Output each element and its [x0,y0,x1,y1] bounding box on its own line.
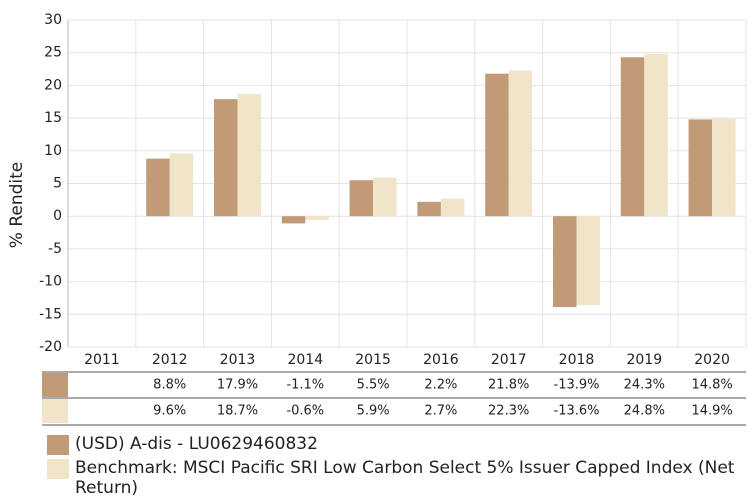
legend-label: Benchmark: MSCI Pacific SRI Low Carbon S… [75,458,735,498]
table-value: 8.8% [153,378,186,393]
y-tick-label: 15 [44,110,62,126]
bar [305,216,329,221]
table-value: 24.3% [624,378,665,393]
bar [508,70,533,217]
x-tick-label: 2013 [220,352,256,368]
legend-item: Benchmark: MSCI Pacific SRI Low Carbon S… [47,458,747,498]
y-tick-label: -20 [39,339,62,355]
y-tick-label: -15 [39,306,62,322]
table-value: -13.9% [554,378,600,393]
table-value: -13.6% [554,404,600,419]
x-tick-label: 2019 [626,352,662,368]
chart: % Rendite -20 -15 -10 -5 0 5 10 15 20 25 30 2011 201… [7,12,747,426]
table-value: -1.1% [286,378,324,393]
bar [169,153,194,217]
legend-swatch [47,435,69,455]
bar [349,180,374,217]
y-axis-label: % Rendite [7,162,27,248]
table-value: -0.6% [286,404,324,419]
bar [214,99,238,217]
table-value: 14.9% [691,404,732,419]
table-value: 2.2% [424,378,457,393]
bar [576,216,600,306]
x-tick-label: 2020 [694,352,730,368]
bar [553,216,577,308]
bar [417,201,441,217]
legend: (USD) A-dis - LU0629460832 Benchmark: MSC… [47,434,747,502]
table-value: 2.7% [424,404,457,419]
y-tick-label: -10 [39,274,62,290]
x-tick-label: 2016 [423,352,459,368]
y-tick-label: 20 [44,77,62,93]
y-tick-label: 25 [44,45,62,61]
bar [644,54,668,217]
bar [281,216,306,224]
legend-label: (USD) A-dis - LU0629460832 [75,434,318,454]
table-value: 21.8% [488,378,529,393]
bar [485,73,509,217]
table-value: 17.9% [217,378,258,393]
table-value: 9.6% [153,404,186,419]
table-value: 14.8% [691,378,732,393]
table-swatch [42,399,68,423]
bar [620,57,645,217]
bar [237,93,261,217]
table-value: 5.5% [357,378,390,393]
x-tick-label: 2017 [491,352,527,368]
legend-item: (USD) A-dis - LU0629460832 [47,434,747,455]
bar [688,119,713,217]
table-value: 24.8% [624,404,665,419]
x-tick-label: 2018 [559,352,595,368]
x-tick-label: 2011 [84,352,120,368]
bar [440,198,465,217]
bar [146,158,170,217]
bar [373,177,397,217]
table-value: 18.7% [217,404,258,419]
y-tick-label: 0 [53,208,62,224]
y-tick-label: 30 [44,12,62,28]
table-value: 5.9% [357,404,390,419]
bar [712,118,736,217]
x-tick-label: 2012 [152,352,188,368]
x-tick-label: 2015 [355,352,391,368]
y-tick-label: -5 [48,241,62,257]
y-tick-label: 5 [53,176,62,192]
table-swatch [42,373,68,397]
x-tick-label: 2014 [287,352,323,368]
legend-swatch [47,459,69,479]
table-value: 22.3% [488,404,529,419]
y-tick-label: 10 [44,143,62,159]
